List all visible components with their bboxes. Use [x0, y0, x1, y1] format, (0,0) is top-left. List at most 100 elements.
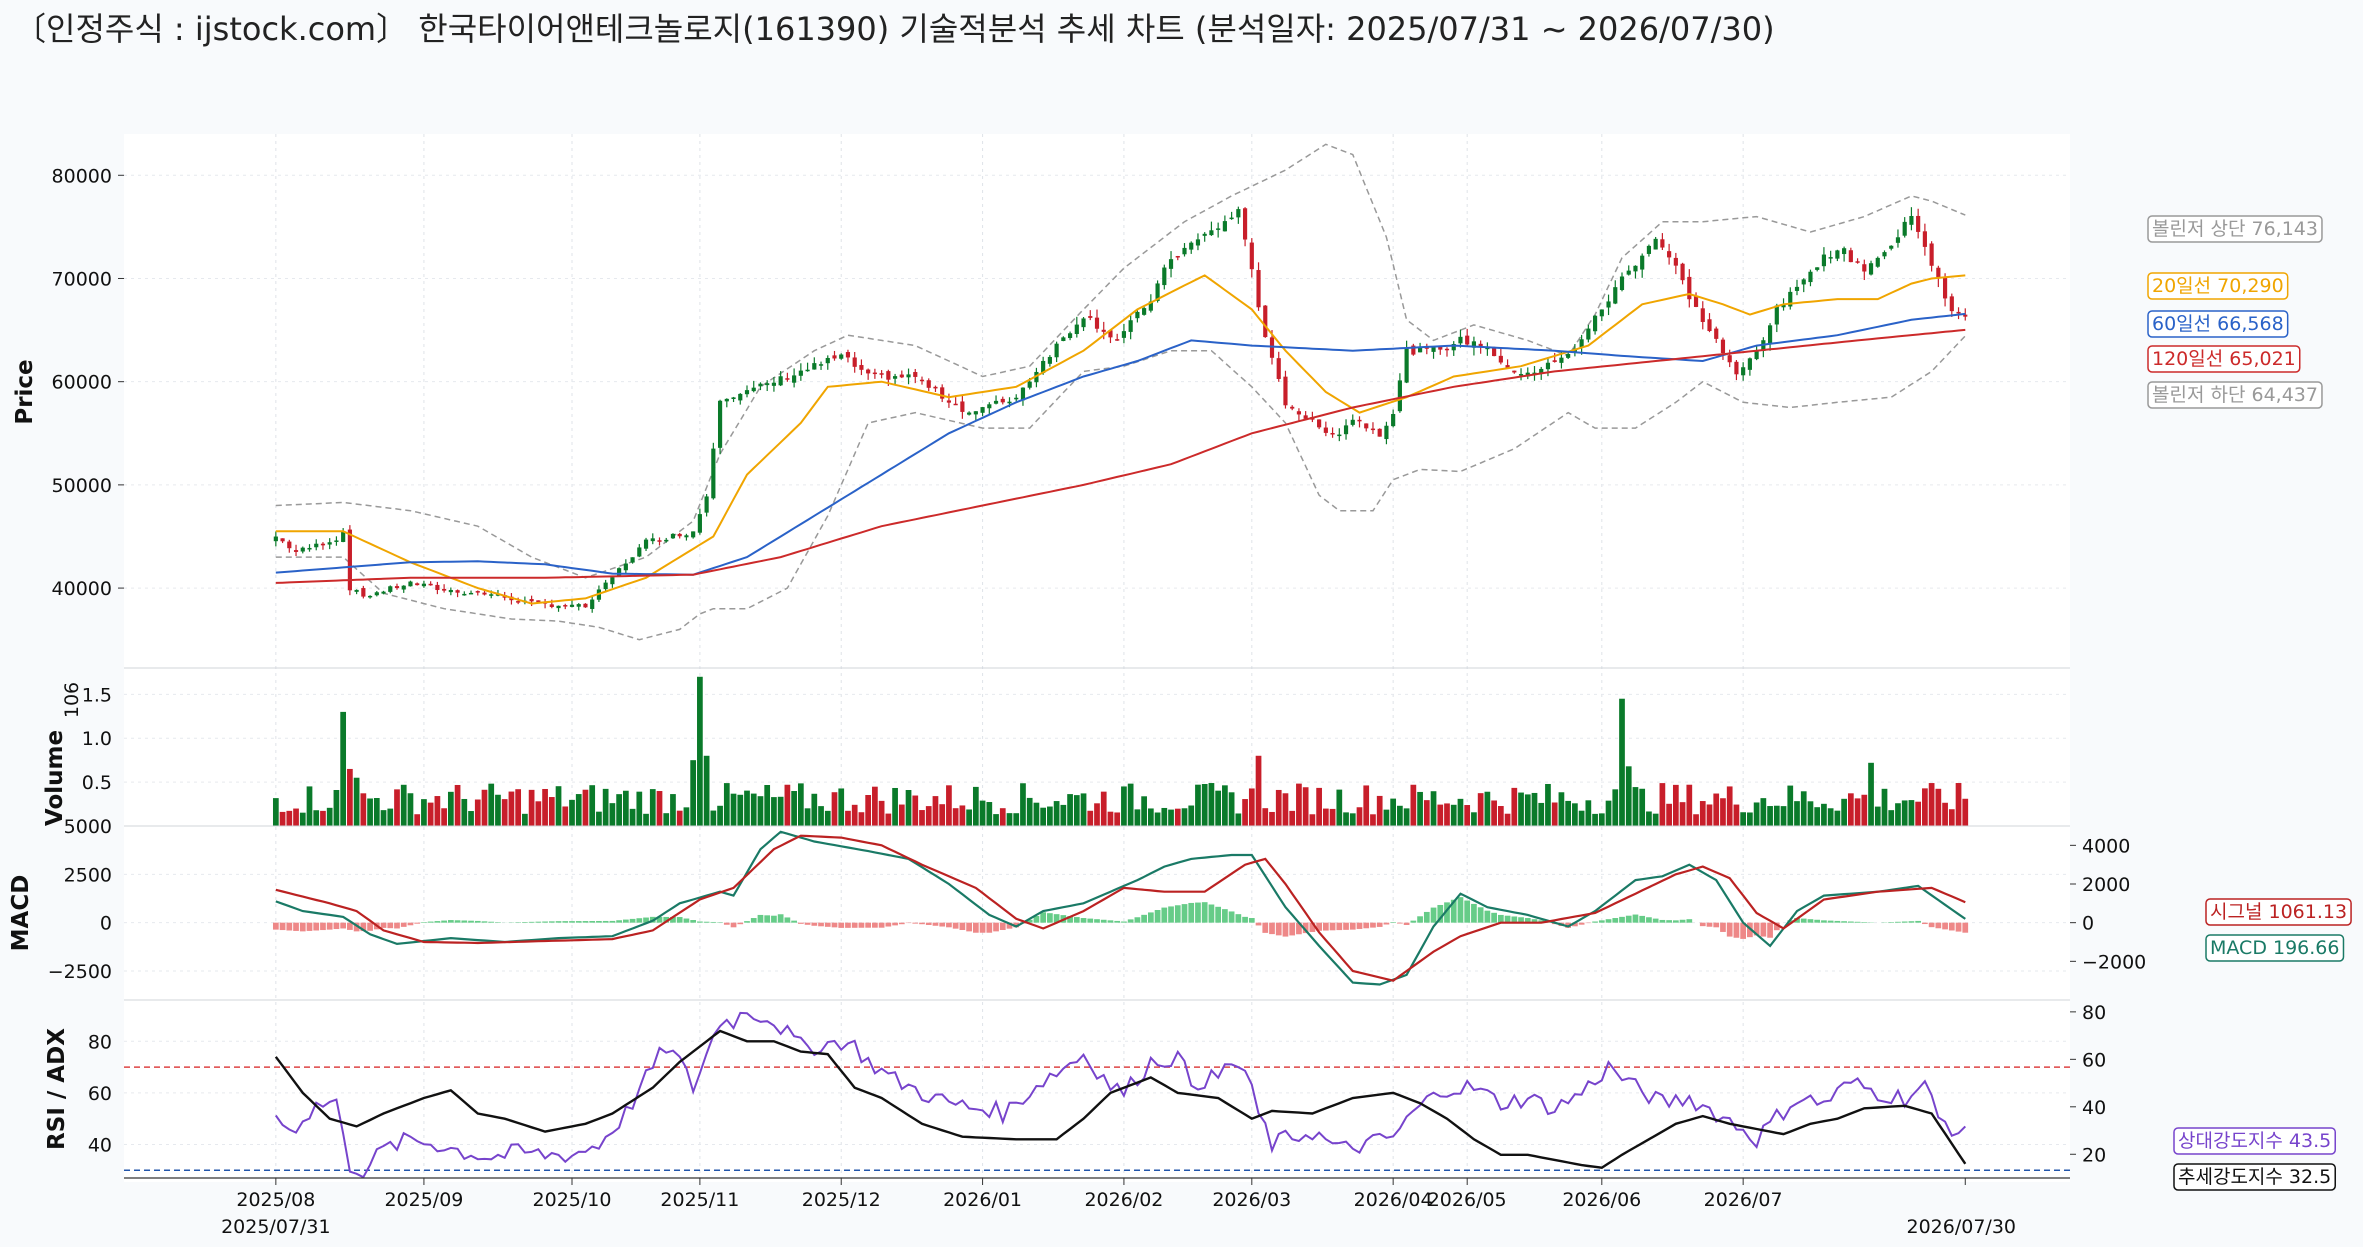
rsi-right-tick-label: 80	[2082, 1002, 2106, 1024]
volume-bar	[1699, 801, 1706, 826]
candle-body	[388, 586, 393, 592]
macd-histogram-bar	[569, 921, 575, 923]
volume-bar	[1121, 786, 1127, 826]
macd-histogram-bar	[1632, 914, 1639, 923]
candle-body	[1613, 287, 1618, 304]
volume-bar	[1383, 809, 1390, 826]
volume-bar	[1067, 794, 1073, 826]
macd-histogram-bar	[999, 922, 1006, 931]
volume-bar	[1915, 801, 1922, 826]
volume-bar	[1895, 803, 1901, 826]
macd-histogram-bar	[326, 922, 333, 930]
macd-histogram-bar	[1087, 918, 1094, 923]
volume-bar	[979, 800, 986, 826]
macd-histogram-bar	[602, 920, 609, 923]
candle-body	[1471, 341, 1477, 348]
macd-histogram-bar	[1928, 922, 1935, 928]
macd-histogram-bar	[885, 922, 892, 927]
candle-body	[637, 547, 642, 557]
macd-histogram-bar	[461, 920, 468, 923]
volume-bar	[1208, 783, 1215, 826]
volume-bar	[1834, 810, 1841, 826]
x-start-date-label: 2025/07/31	[221, 1216, 331, 1238]
candle-body	[1384, 425, 1389, 440]
volume-bar	[1787, 785, 1794, 826]
macd-histogram-bar	[1477, 907, 1484, 923]
macd-histogram-bar	[609, 920, 616, 923]
volume-bar	[1578, 810, 1585, 826]
macd-histogram-bar	[1161, 907, 1168, 923]
volume-bar	[1484, 791, 1491, 826]
candle-body	[421, 583, 427, 587]
macd-histogram-bar	[333, 922, 340, 930]
volume-bar	[1868, 762, 1874, 826]
volume-bar	[919, 810, 925, 826]
macd-histogram-bar	[986, 922, 993, 933]
volume-bar	[602, 788, 609, 826]
macd-histogram-bar	[367, 922, 373, 931]
macd-histogram-bar	[1316, 922, 1322, 931]
legend-ma20-label: 20일선 70,290	[2152, 275, 2284, 297]
candle-body	[569, 604, 575, 607]
volume-bar	[1935, 788, 1942, 826]
macd-y-tick-label: 5000	[64, 816, 112, 838]
macd-histogram-bar	[1047, 913, 1053, 923]
volume-bar	[582, 789, 589, 826]
volume-bar	[1094, 803, 1100, 826]
volume-bar	[717, 805, 723, 826]
macd-axis-label: MACD	[8, 875, 34, 952]
volume-bar	[1100, 791, 1107, 826]
volume-bar	[1794, 801, 1800, 826]
macd-histogram-bar	[1026, 919, 1033, 923]
macd-histogram-bar	[313, 922, 320, 931]
volume-bar	[340, 711, 347, 826]
volume-bar	[986, 802, 993, 826]
macd-histogram-bar	[1417, 916, 1423, 923]
volume-bar	[750, 793, 757, 826]
candle-body	[704, 496, 709, 513]
macd-histogram-bar	[1114, 920, 1121, 923]
volume-bar	[616, 794, 622, 826]
macd-histogram-bar	[528, 921, 535, 923]
candle-body	[1653, 238, 1658, 250]
volume-bar	[1592, 813, 1598, 826]
macd-histogram-bar	[737, 922, 744, 925]
macd-histogram-bar	[656, 916, 663, 923]
macd-histogram-bar	[831, 922, 838, 928]
volume-bar	[1134, 809, 1141, 826]
macd-histogram-bar	[1397, 922, 1403, 924]
candle-body	[919, 379, 925, 382]
volume-bar	[1572, 803, 1578, 826]
candle-body	[1283, 376, 1288, 406]
volume-bar	[575, 794, 582, 826]
candle-body	[1862, 264, 1867, 272]
candle-body	[1142, 308, 1147, 315]
macd-histogram-bar	[1659, 919, 1666, 923]
candle-body	[381, 591, 386, 594]
macd-histogram-bar	[1302, 922, 1309, 934]
volume-bar	[495, 794, 501, 826]
volume-bar	[764, 785, 771, 826]
macd-histogram-bar	[784, 917, 791, 923]
volume-bar	[569, 799, 575, 826]
volume-bar	[1073, 795, 1080, 826]
volume-bar	[643, 813, 649, 826]
volume-bar	[885, 813, 892, 826]
macd-histogram-bar	[898, 922, 905, 925]
volume-bar	[1195, 784, 1201, 826]
volume-bar	[1948, 809, 1955, 826]
macd-histogram-bar	[663, 916, 670, 923]
macd-histogram-bar	[1309, 922, 1316, 932]
candle-body	[738, 393, 743, 401]
macd-histogram-bar	[1592, 921, 1598, 923]
volume-bar	[622, 790, 629, 826]
volume-bar	[851, 804, 858, 826]
volume-bar	[1720, 798, 1726, 826]
legend-adx-box	[2173, 1163, 2336, 1191]
macd-histogram-bar	[1222, 909, 1228, 923]
macd-histogram-bar	[703, 921, 710, 923]
volume-y-tick-label: 0.5	[82, 772, 112, 794]
macd-histogram-bar	[1073, 917, 1080, 923]
volume-bar	[1080, 793, 1087, 826]
legend-bb_upper-label: 볼린저 상단 76,143	[2152, 218, 2318, 240]
